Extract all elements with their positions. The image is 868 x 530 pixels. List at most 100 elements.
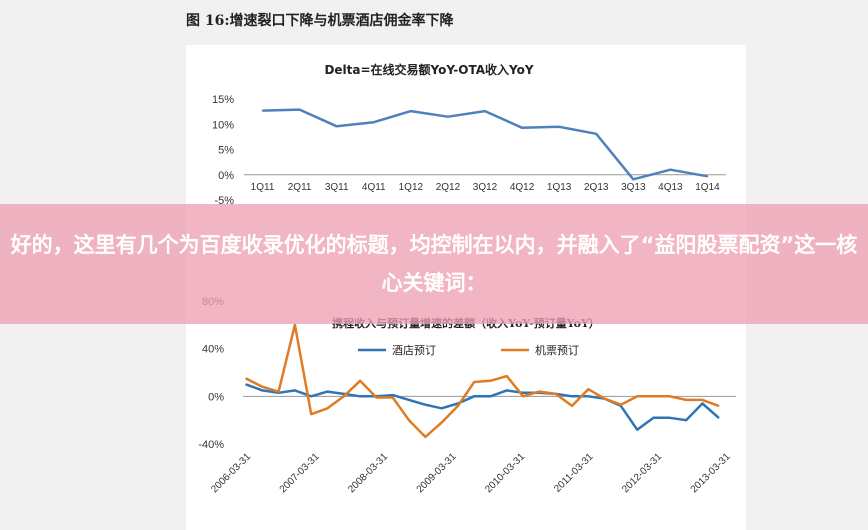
chart2-data-point bbox=[245, 383, 247, 386]
chart1-x-tick-label: 1Q11 bbox=[251, 182, 275, 193]
chart1-y-tick-label: 10% bbox=[212, 119, 234, 131]
chart1-data-point bbox=[484, 110, 486, 112]
chart1-x-tick-label: 1Q14 bbox=[695, 182, 720, 193]
chart2-data-point bbox=[636, 395, 638, 398]
chart2-data-point bbox=[717, 416, 720, 419]
chart1-data-point bbox=[447, 115, 449, 118]
chart2-data-point bbox=[408, 419, 410, 421]
chart2-data-point bbox=[489, 380, 492, 382]
chart2-data-point bbox=[587, 395, 590, 398]
chart2-data-point bbox=[408, 399, 410, 401]
chart1-data-point bbox=[410, 110, 412, 112]
chart2-data-point bbox=[245, 377, 247, 380]
chart2-data-point bbox=[538, 390, 541, 393]
overlay-banner: 好的，这里有几个为百度收录优化的标题，均控制在以内，并融入了“益阳股票配资”这一… bbox=[0, 204, 868, 324]
chart1-x-tick-label: 1Q13 bbox=[547, 182, 572, 193]
chart2-series-line-air bbox=[245, 323, 720, 439]
chart2-data-point bbox=[473, 395, 476, 398]
chart2-data-point bbox=[391, 396, 394, 399]
chart2-data-point bbox=[571, 395, 573, 398]
chart1-data-point bbox=[521, 126, 523, 129]
chart1-data-point bbox=[372, 121, 375, 124]
chart2-series-line-hotel bbox=[245, 383, 720, 431]
chart2-data-point bbox=[652, 416, 655, 419]
chart2-data-point bbox=[294, 389, 296, 392]
chart2-data-point bbox=[669, 416, 671, 419]
chart2-data-point bbox=[554, 393, 557, 395]
chart2-data-point bbox=[701, 402, 704, 405]
chart2-data-point bbox=[343, 395, 345, 398]
chart2-data-point bbox=[375, 396, 378, 399]
chart2-y-tick-label: -40% bbox=[198, 439, 224, 451]
chart1-y-tick-label: 5% bbox=[218, 145, 234, 157]
chart2-data-point bbox=[473, 381, 476, 383]
chart2-x-tick-label: 2011-03-31 bbox=[552, 451, 596, 495]
overlay-text: 好的，这里有几个为百度收录优化的标题，均控制在以内，并融入了“益阳股票配资”这一… bbox=[10, 233, 858, 295]
chart2-data-point bbox=[359, 395, 361, 398]
chart2-data-point bbox=[685, 399, 687, 401]
chart2-x-tick-label: 2008-03-31 bbox=[346, 451, 390, 495]
chart1-x-tick-label: 4Q11 bbox=[362, 182, 386, 193]
chart2-data-point bbox=[522, 391, 524, 394]
chart1-y-tick-label: 15% bbox=[212, 94, 234, 106]
chart1-x-tick-label: 4Q13 bbox=[658, 182, 683, 193]
chart1-data-point bbox=[669, 168, 672, 171]
chart2-legend-label: 机票预订 bbox=[535, 343, 579, 357]
chart2-data-point bbox=[652, 395, 655, 398]
chart2-data-point bbox=[391, 394, 394, 396]
chart1-x-tick-label: 2Q13 bbox=[584, 182, 609, 193]
chart2-data-point bbox=[440, 421, 443, 424]
chart2-y-tick-label: 40% bbox=[202, 344, 224, 356]
chart2-data-point bbox=[424, 403, 427, 406]
chart2-data-point bbox=[261, 389, 264, 392]
chart2-data-point bbox=[489, 395, 492, 398]
chart2-x-tick-label: 2009-03-31 bbox=[415, 451, 459, 495]
chart2-data-point bbox=[506, 389, 508, 392]
chart2-data-point bbox=[506, 375, 508, 377]
chart1-data-point bbox=[335, 125, 338, 128]
chart2-data-point bbox=[424, 436, 427, 438]
chart1-y-tick-label: 0% bbox=[218, 170, 234, 182]
chart2-x-tick-label: 2013-03-31 bbox=[689, 451, 733, 495]
chart1-x-tick-label: 4Q12 bbox=[510, 182, 535, 193]
chart2-data-point bbox=[294, 324, 296, 326]
chart2-data-point bbox=[717, 405, 720, 407]
chart2-y-tick-label: 0% bbox=[208, 391, 224, 403]
chart2-legend-label: 酒店预订 bbox=[392, 343, 436, 357]
chart2-data-point bbox=[326, 390, 329, 393]
chart1-x-tick-label: 1Q12 bbox=[399, 182, 424, 193]
chart2-x-tick-label: 2012-03-31 bbox=[620, 451, 664, 495]
chart2-data-point bbox=[587, 388, 590, 390]
chart1-data-point bbox=[595, 133, 598, 135]
chart1-data-point bbox=[706, 175, 709, 178]
chart2-data-point bbox=[685, 419, 687, 421]
chart2-data-point bbox=[310, 395, 312, 398]
chart1-data-point bbox=[261, 109, 264, 112]
chart2-data-point bbox=[440, 407, 443, 410]
chart2-data-point bbox=[457, 405, 459, 407]
chart2-data-point bbox=[636, 428, 638, 431]
chart1-x-tick-label: 3Q13 bbox=[621, 182, 646, 193]
chart2-x-tick-label: 2010-03-31 bbox=[483, 451, 527, 495]
chart2-data-point bbox=[522, 395, 524, 398]
chart2-data-point bbox=[603, 397, 606, 400]
chart1-x-tick-label: 2Q12 bbox=[436, 182, 461, 193]
chart2-data-point bbox=[571, 405, 573, 407]
chart1-x-tick-label: 3Q12 bbox=[473, 182, 498, 193]
chart2-data-point bbox=[310, 413, 312, 416]
chart1-data-point bbox=[298, 108, 301, 111]
chart1-x-tick-label: 2Q11 bbox=[288, 182, 312, 193]
chart2-data-point bbox=[669, 395, 671, 398]
chart1-data-point bbox=[632, 178, 635, 181]
chart2-data-point bbox=[277, 390, 280, 393]
chart2-data-point bbox=[620, 403, 622, 406]
chart1-series-line bbox=[262, 108, 708, 181]
chart1-title: Delta=在线交易额YoY-OTA收入YoY bbox=[324, 62, 533, 77]
chart2-data-point bbox=[359, 380, 361, 382]
chart2-data-point bbox=[701, 399, 704, 401]
chart2-x-tick-label: 2006-03-31 bbox=[209, 451, 253, 495]
chart1-x-tick-label: 3Q11 bbox=[325, 182, 349, 193]
chart2-data-point bbox=[326, 407, 329, 410]
chart2-x-tick-label: 2007-03-31 bbox=[278, 451, 322, 495]
figure-title: 图 16:增速裂口下降与机票酒店佣金率下降 bbox=[186, 13, 454, 29]
